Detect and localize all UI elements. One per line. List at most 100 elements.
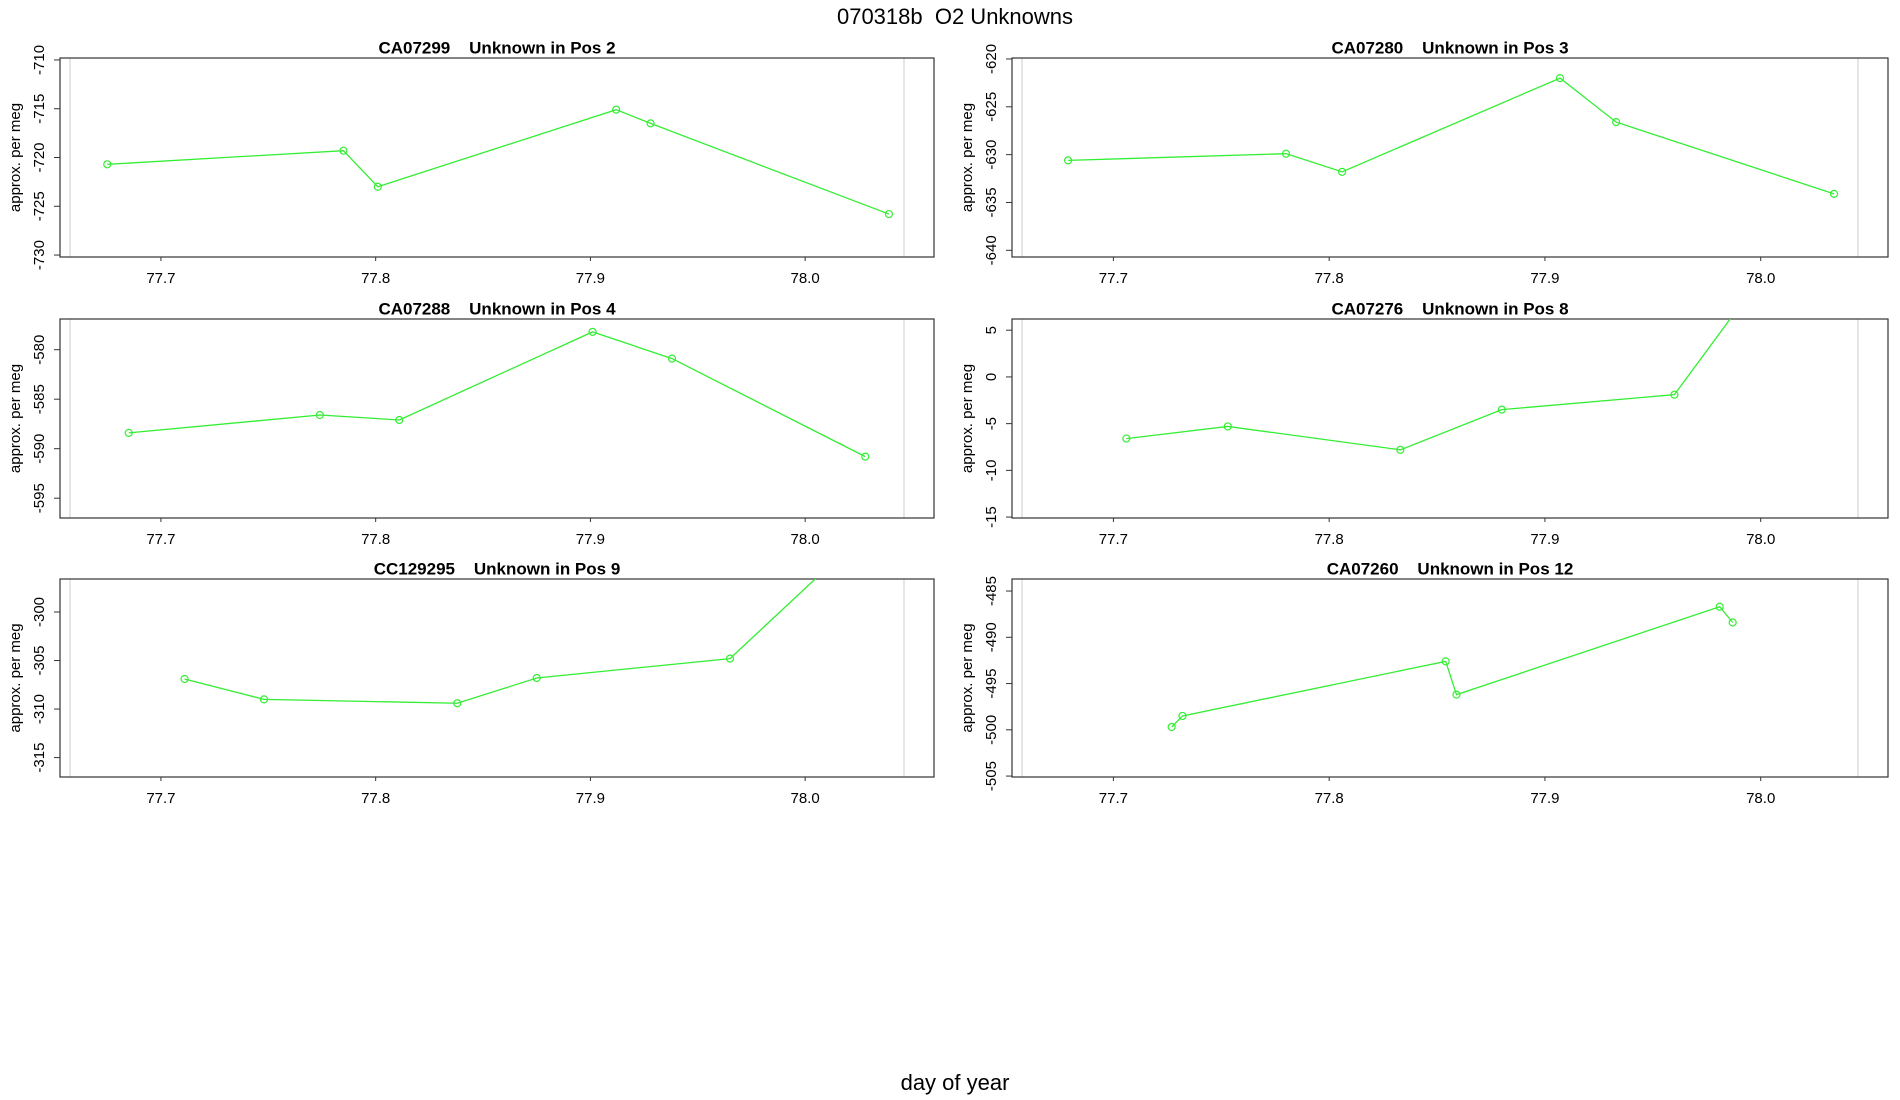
x-tick-label: 77.7 (146, 270, 175, 287)
x-tick-label: 77.7 (146, 790, 175, 807)
y-tick-label: -485 (983, 576, 1000, 606)
x-tick-label: 78.0 (1746, 531, 1775, 548)
y-tick-label: -5 (983, 417, 1000, 430)
data-point (124, 428, 133, 437)
panel: CA07260 Unknown in Pos 12 approx. per meg… (959, 559, 1889, 807)
x-tick-label: 77.8 (361, 790, 390, 807)
plot-frame (1011, 318, 1889, 519)
data-point (1728, 618, 1737, 627)
panel-title: CC129295 Unknown in Pos 9 (374, 559, 621, 578)
y-tick-label: -505 (983, 761, 1000, 791)
x-tick-label: 78.0 (791, 790, 820, 807)
x-tick-label: 77.9 (1530, 270, 1559, 287)
data-point (823, 565, 830, 572)
plot-frame (59, 578, 935, 778)
data-point (1497, 405, 1506, 414)
panel: CA07288 Unknown in Pos 4 approx. per meg-… (7, 299, 935, 548)
data-point (1829, 189, 1839, 198)
y-tick-label: -710 (31, 45, 48, 75)
y-tick-label: -620 (983, 44, 1000, 74)
x-tick-label: 77.8 (1315, 270, 1344, 287)
x-tick-label: 78.0 (1746, 270, 1775, 287)
y-tick-label: -720 (31, 142, 48, 172)
data-line (128, 331, 866, 458)
panel: CC129295 Unknown in Pos 9 approx. per meg… (7, 559, 935, 807)
panel-title: CA07260 Unknown in Pos 12 (1327, 559, 1574, 578)
plot-frame (1011, 578, 1889, 778)
data-point (373, 182, 382, 191)
panel-title: CA07299 Unknown in Pos 2 (378, 38, 615, 57)
x-tick-label: 77.8 (361, 531, 390, 548)
data-point (1178, 711, 1187, 721)
data-point (180, 674, 189, 684)
data-point (103, 160, 112, 169)
x-tick-label: 77.8 (1315, 531, 1344, 548)
y-tick-label: -595 (31, 483, 48, 513)
data-point (453, 699, 462, 708)
data-point (667, 354, 677, 363)
x-tick-label: 77.7 (1099, 270, 1128, 287)
data-point (339, 146, 348, 155)
y-tick-label: -15 (983, 506, 1000, 528)
data-line (1171, 605, 1734, 728)
y-tick-label: -490 (983, 622, 1000, 652)
x-tick-label: 78.0 (1746, 790, 1775, 807)
x-tick-label: 77.9 (1530, 531, 1559, 548)
data-point (259, 695, 269, 704)
data-line (184, 579, 817, 704)
panel-title: CA07288 Unknown in Pos 4 (378, 299, 616, 318)
data-point (588, 327, 597, 336)
y-axis-label: approx. per meg (7, 364, 24, 473)
y-tick-label: -10 (983, 460, 1000, 482)
y-tick-label: -305 (31, 646, 48, 676)
data-point (1452, 690, 1461, 699)
data-point (1338, 167, 1347, 176)
y-tick-label: -730 (31, 240, 48, 270)
x-tick-label: 77.9 (1530, 790, 1559, 807)
x-tick-label: 77.8 (1315, 790, 1344, 807)
y-tick-label: -315 (31, 743, 48, 773)
y-tick-label: -630 (983, 140, 1000, 170)
data-point (395, 415, 404, 425)
data-point (612, 105, 621, 114)
panel-title: CA07276 Unknown in Pos 8 (1331, 299, 1568, 318)
y-tick-label: -500 (983, 715, 1000, 745)
y-tick-label: -495 (983, 669, 1000, 699)
x-tick-label: 77.9 (576, 270, 605, 287)
plot-frame (59, 318, 935, 519)
data-point (1396, 445, 1405, 454)
data-layer (103, 105, 894, 219)
panel-title: CA07280 Unknown in Pos 3 (1331, 38, 1568, 57)
y-tick-label: -715 (31, 94, 48, 124)
plot-frame (59, 57, 935, 258)
x-tick-label: 77.9 (576, 790, 605, 807)
x-tick-label: 77.9 (576, 531, 605, 548)
data-point (646, 119, 655, 128)
y-tick-label: -300 (31, 597, 48, 627)
y-axis-label: approx. per meg (7, 623, 24, 732)
data-layer (124, 327, 870, 461)
x-axis-label: day of year (901, 1070, 1010, 1095)
x-tick-label: 77.8 (361, 270, 390, 287)
x-tick-label: 77.7 (1099, 531, 1128, 548)
y-tick-label: -640 (983, 235, 1000, 265)
y-axis-label: approx. per meg (959, 364, 976, 473)
y-tick-label: 5 (983, 326, 1000, 334)
data-layer (1167, 602, 1737, 732)
data-point (1167, 722, 1176, 732)
data-line (1068, 77, 1835, 195)
y-axis-label: approx. per meg (959, 103, 976, 212)
y-tick-label: 0 (983, 373, 1000, 381)
data-layer (180, 565, 830, 708)
data-point (1122, 434, 1131, 443)
data-point (1715, 602, 1724, 611)
x-tick-label: 77.7 (146, 531, 175, 548)
y-tick-label: -585 (31, 384, 48, 414)
y-tick-label: -625 (983, 92, 1000, 122)
y-axis-label: approx. per meg (7, 103, 24, 212)
data-point (1063, 156, 1073, 165)
data-point (532, 673, 541, 683)
